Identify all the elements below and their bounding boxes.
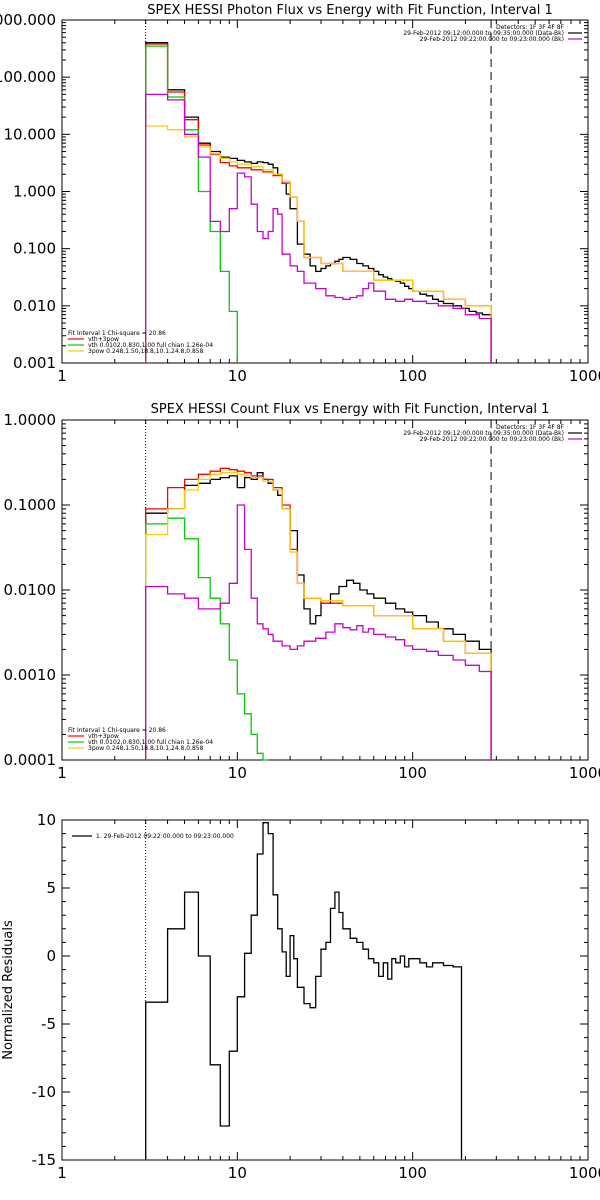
x-ticks: 1 10 100 1000	[57, 420, 600, 782]
bottom-legend-entry: vth+3pow	[88, 733, 119, 740]
series-line-data-bk	[145, 472, 492, 760]
y-tick-label: 1.0000	[4, 411, 57, 429]
series-group	[145, 20, 492, 363]
series-line-residuals	[145, 822, 463, 1160]
top-legend-entry: 29-Feb-2012 09:22:00.000 to 09:23:00.000…	[420, 436, 564, 443]
top-legend-entry: 29-Feb-2012 09:22:00.000 to 09:23:00.000…	[420, 36, 564, 43]
bottom-legend-entry: vth+3pow	[88, 336, 119, 343]
y-ticks: 0.0001 0.0010 0.0100 0.1000 1.0000	[4, 411, 588, 769]
bottom-legend: Fit Interval 1 Chi-square = 20.86vth+3po…	[68, 330, 213, 355]
legend-label: 1. 29-Feb-2012 09:22:00.000 to 09:23:00.…	[96, 833, 234, 840]
series-line-vth-3pow	[145, 43, 492, 363]
y-tick-label: 5	[46, 879, 56, 897]
bottom-legend-entry: 3pow 0.248,1.50,18.8,10.1,24.8,0.858	[88, 745, 204, 752]
series-line-vth	[145, 517, 269, 761]
series-line-3pow	[145, 125, 492, 363]
y-tick-label: 0	[46, 947, 56, 965]
bottom-legend-entry: vth 0.0102,0.830,1.00 full chian 1.26e-0…	[88, 342, 213, 349]
y-ticks: 0.001 0.010 0.100 1.000 10.000 100.000 1000.00…	[0, 11, 588, 372]
x-tick-label: 1	[57, 764, 67, 782]
y-tick-label: 0.100	[13, 240, 56, 258]
top-legend-entry: Detectors: 1F 3F 4F 8F	[496, 424, 565, 431]
x-tick-label: 1	[57, 367, 67, 385]
series-group	[145, 820, 463, 1160]
series-line-bk	[145, 93, 492, 363]
x-tick-label: 1	[57, 1164, 67, 1182]
series-group	[145, 420, 492, 761]
x-ticks: 1 10 100 1000	[57, 820, 600, 1182]
top-legend-entry: 29-Feb-2012 09:12:00.000 to 09:35:00.000…	[403, 30, 564, 37]
x-tick-label: 100	[398, 764, 427, 782]
bottom-legend-entry: Fit Interval 1 Chi-square = 20.86	[68, 330, 166, 337]
x-tick-label: 10	[228, 1164, 247, 1182]
plot-frame	[61, 19, 589, 364]
top-legend-entry: 29-Feb-2012 09:12:00.000 to 09:35:00.000…	[403, 430, 564, 437]
y-tick-label: 10.000	[4, 125, 57, 143]
bottom-legend: Fit Interval 1 Chi-square = 20.86vth+3po…	[68, 727, 213, 752]
x-tick-label: 10	[228, 764, 247, 782]
y-axis-label: Normalized Residuals	[1, 920, 16, 1060]
y-tick-label: -10	[32, 1083, 57, 1101]
top-legend-entry: Detectors: 1F 3F 4F 8F	[496, 24, 565, 31]
series-line-3pow	[145, 472, 492, 760]
photon-flux-panel: SPEX HESSI Photon Flux vs Energy with Fi…	[0, 3, 600, 385]
y-tick-label: 1000.000	[0, 11, 56, 29]
x-tick-label: 10	[228, 367, 247, 385]
plot-frame	[61, 419, 589, 761]
y-tick-label: 10	[37, 811, 56, 829]
chart-title: SPEX HESSI Photon Flux vs Energy with Fi…	[147, 3, 553, 18]
x-tick-label: 1000	[569, 1164, 600, 1182]
y-tick-label: 100.000	[0, 68, 56, 86]
bottom-legend-entry: Fit Interval 1 Chi-square = 20.86	[68, 727, 166, 734]
y-tick-label: 1.000	[13, 183, 56, 201]
y-tick-label: 0.010	[13, 297, 56, 315]
y-tick-label: 0.0010	[4, 666, 57, 684]
series-line-bk	[145, 504, 492, 760]
x-tick-label: 100	[398, 367, 427, 385]
x-tick-label: 100	[398, 1164, 427, 1182]
bottom-legend-entry: 3pow 0.248,1.50,18.8,10.1,24.8,0.858	[88, 348, 204, 355]
series-line-vth-3pow	[145, 467, 492, 760]
y-tick-label: 0.1000	[4, 496, 57, 514]
y-tick-label: 0.001	[13, 354, 56, 372]
plot-frame	[61, 819, 589, 1161]
y-ticks: -15 -10 -5 0 5 10	[32, 811, 588, 1169]
y-tick-label: -5	[41, 1015, 56, 1033]
x-tick-label: 1000	[569, 367, 600, 385]
x-ticks: 1 10 100 1000	[57, 20, 600, 385]
y-tick-label: 0.0001	[4, 751, 57, 769]
bottom-legend-entry: vth 0.0102,0.830,1.00 full chian 1.26e-0…	[88, 739, 213, 746]
series-line-data-bk	[145, 42, 492, 363]
legend: 1. 29-Feb-2012 09:22:00.000 to 09:23:00.…	[72, 833, 234, 840]
x-tick-label: 1000	[569, 764, 600, 782]
y-tick-label: -15	[32, 1151, 57, 1169]
y-tick-label: 0.0100	[4, 581, 57, 599]
chart-title: SPEX HESSI Count Flux vs Energy with Fit…	[151, 402, 550, 417]
series-line-vth	[145, 45, 238, 363]
count-flux-panel: SPEX HESSI Count Flux vs Energy with Fit…	[4, 402, 600, 782]
